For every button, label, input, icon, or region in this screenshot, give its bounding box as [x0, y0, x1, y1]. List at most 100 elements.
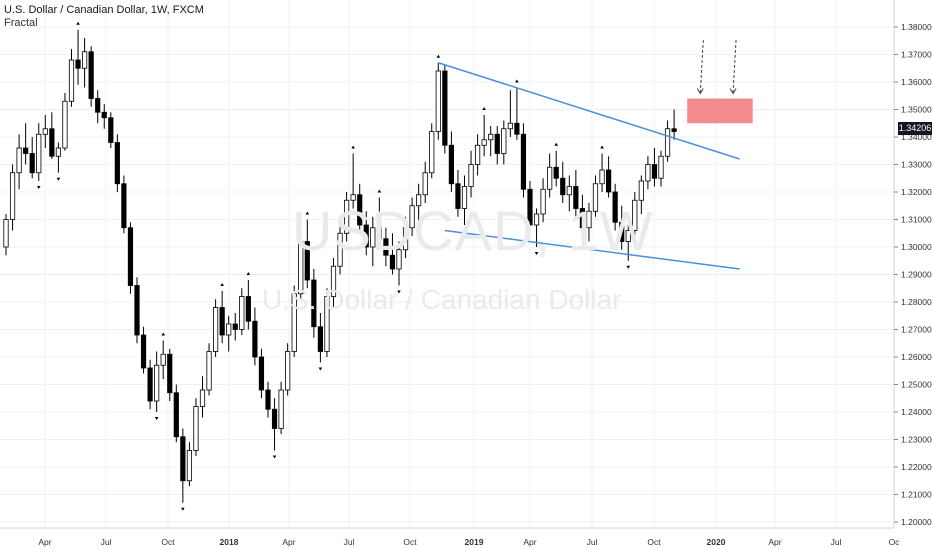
candle-body — [606, 169, 612, 193]
candle-body — [239, 296, 245, 330]
candle-body — [638, 180, 644, 201]
candle-body — [350, 194, 356, 201]
candle-body — [664, 128, 671, 157]
fractal-up-marker — [305, 211, 310, 215]
candle-body — [180, 436, 186, 482]
candle-body — [461, 186, 468, 209]
candle-body — [9, 172, 16, 220]
fractal-down-marker — [272, 455, 277, 459]
price-tick-label: 1.20000 — [901, 517, 932, 527]
candle-body — [212, 307, 219, 352]
candle-body — [370, 227, 376, 248]
fractal-down-marker — [626, 265, 631, 269]
candle-body — [501, 128, 507, 154]
candle-body — [442, 70, 448, 146]
price-tick-label: 1.38000 — [901, 22, 932, 32]
candle-body — [383, 238, 389, 256]
watermark-symbol: USDCAD, 1W — [292, 199, 654, 262]
time-tick-label: Apr — [282, 537, 295, 547]
candle-body — [55, 147, 62, 157]
price-tick-label: 1.25000 — [901, 380, 932, 390]
candle-body — [586, 210, 592, 229]
candle-body — [121, 183, 127, 229]
price-tick-label: 1.35000 — [901, 105, 932, 115]
time-tick-label: Jul — [101, 537, 112, 547]
candle-body — [527, 188, 533, 226]
candle-body — [271, 408, 278, 429]
candle-body — [154, 364, 160, 402]
candle-body — [317, 326, 324, 352]
candle-body — [75, 59, 81, 69]
candle-body — [507, 122, 513, 130]
candle-body — [540, 188, 546, 215]
candle-body — [560, 177, 566, 196]
candle-body — [245, 296, 251, 322]
fractal-down-marker — [397, 290, 401, 294]
fractal-down-marker — [56, 177, 61, 181]
fractal-up-marker — [246, 272, 251, 275]
candle-body — [645, 164, 651, 182]
candle-body — [304, 241, 310, 281]
fractal-up-marker — [161, 332, 165, 336]
target-zone[interactable] — [687, 98, 753, 124]
time-tick-label: Apr — [38, 537, 51, 547]
candle-body — [343, 199, 350, 234]
arrow-head — [729, 88, 737, 95]
candle-body — [219, 307, 225, 336]
candle-body — [396, 249, 402, 270]
candle-body — [474, 144, 481, 165]
price-axis: 1.20000 1.21000 1.22000 1.23000 1.24000 1.250… — [894, 22, 932, 527]
fractal-down-marker — [181, 507, 185, 511]
candle-body — [625, 230, 631, 242]
fractal-down-marker — [587, 246, 591, 250]
candle-body — [619, 221, 625, 242]
price-tick-label: 1.28000 — [901, 297, 932, 307]
candle-body — [173, 392, 179, 438]
arrow-line[interactable] — [699, 39, 704, 93]
candle-body — [651, 164, 658, 179]
candle-body — [258, 356, 265, 391]
fractal-up-marker — [351, 145, 355, 149]
candle-body — [62, 100, 68, 149]
price-tick-label: 1.33000 — [901, 160, 932, 170]
time-tick-label: Oct — [647, 537, 661, 547]
trendline[interactable] — [438, 62, 740, 160]
fractal-up-marker — [515, 79, 519, 83]
candle-body — [592, 183, 599, 212]
candle-body — [160, 353, 166, 366]
candle-body — [101, 111, 107, 119]
indicator-label[interactable]: Fractal — [4, 17, 38, 29]
time-axis: Apr Jul Oct 2018 Apr Jul Oct 2019 Apr Jul Oct 2020 A… — [38, 537, 900, 547]
fractal-down-marker — [36, 186, 41, 189]
candle-body — [422, 172, 428, 196]
trendline[interactable] — [444, 229, 740, 270]
price-tick-label: 1.27000 — [901, 325, 932, 335]
candle-body — [494, 133, 500, 154]
candle-body — [612, 191, 618, 223]
time-tick-label: Apr — [523, 537, 536, 547]
candle-body — [36, 133, 42, 174]
chart-title: U.S. Dollar / Canadian Dollar, 1W, FXCM — [4, 4, 204, 16]
candle-body — [520, 133, 527, 190]
candle-body — [547, 166, 553, 190]
candle-body — [232, 323, 238, 330]
candle-body — [95, 98, 101, 113]
time-tick-label: 2020 — [707, 537, 726, 547]
candle-body — [324, 296, 330, 352]
candle-body — [363, 224, 369, 248]
candle-body — [671, 128, 677, 132]
candle-body — [389, 254, 396, 270]
time-tick-label: 2019 — [465, 537, 484, 547]
candle-body — [658, 155, 664, 179]
candle-body — [448, 144, 455, 185]
candle-body — [140, 334, 147, 369]
candle-body — [409, 205, 415, 229]
candle-body — [376, 227, 382, 240]
time-tick-label: Oct — [161, 537, 175, 547]
candle-body — [252, 320, 258, 358]
arrow-line[interactable] — [732, 39, 737, 93]
time-tick-label: Apr — [768, 537, 781, 547]
candle-body — [330, 265, 337, 297]
candle-body — [114, 142, 120, 185]
